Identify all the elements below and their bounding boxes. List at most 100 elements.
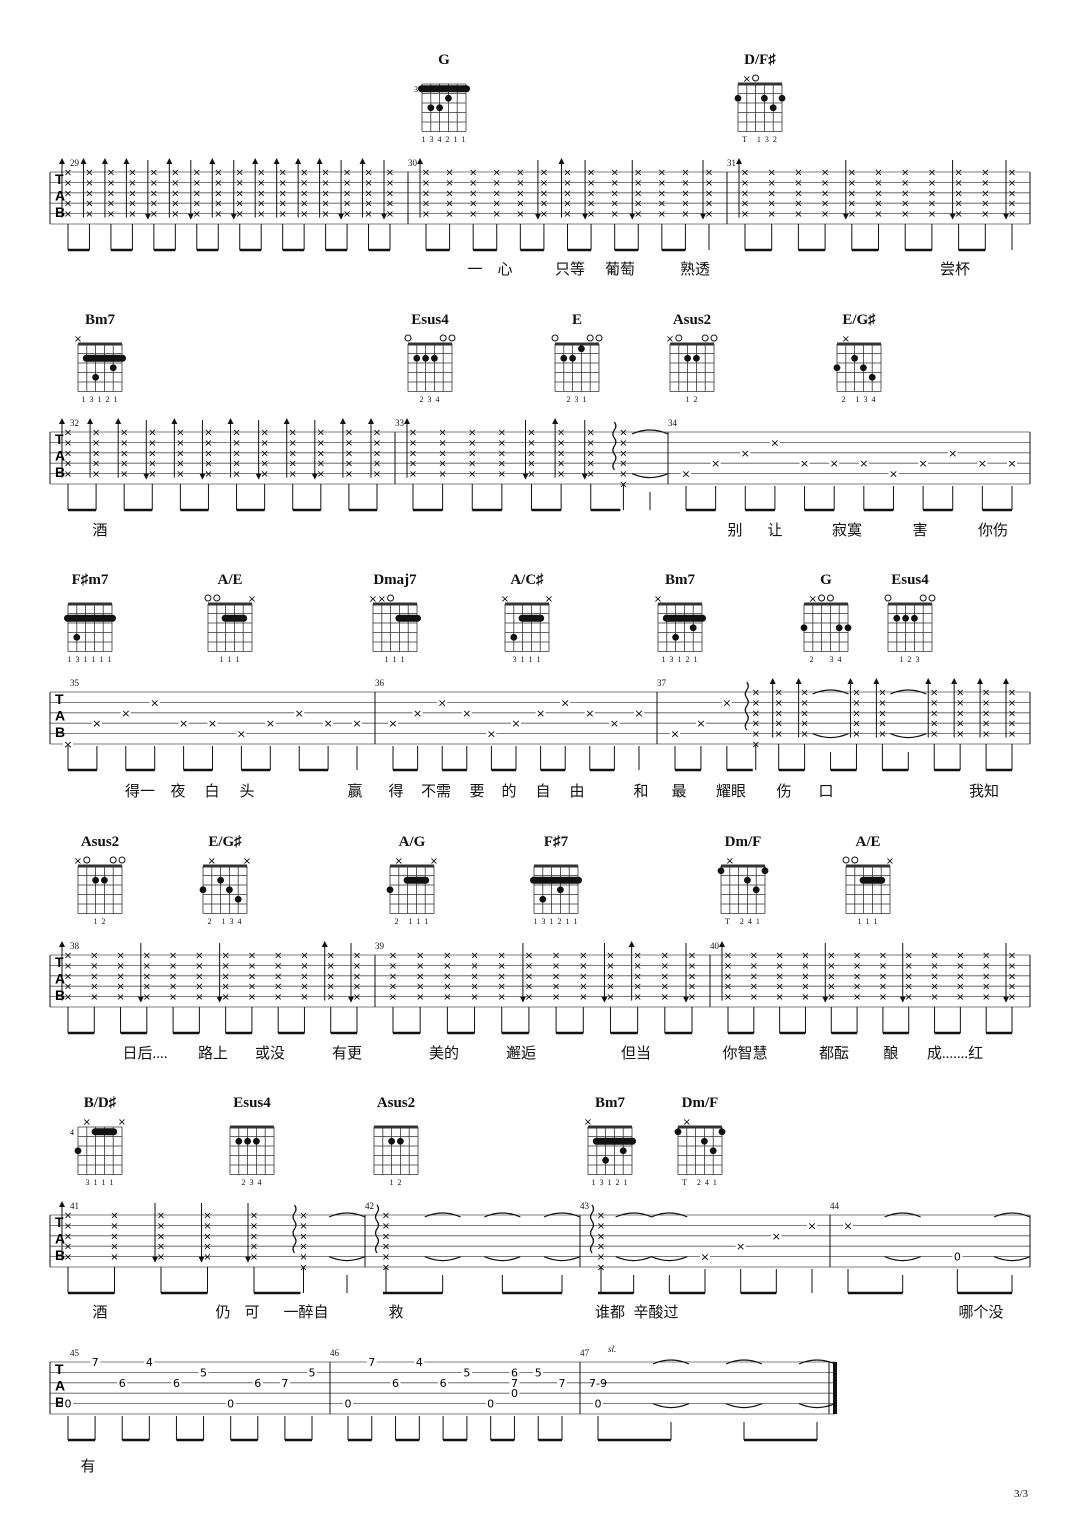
fret-number: ×: [388, 717, 397, 730]
muted-note-x: ×: [110, 1221, 118, 1232]
note-event: ×××××: [187, 160, 201, 250]
muted-note-x: ×: [956, 961, 964, 972]
muted-note-x: ×: [248, 971, 256, 982]
tie-arc: [993, 1256, 1031, 1262]
note-event: 0: [225, 1398, 236, 1440]
muted-note-x: ×: [557, 459, 565, 470]
muted-note-x: ×: [120, 459, 128, 470]
lyric: 由: [569, 784, 585, 800]
note-event: ×××××: [842, 160, 856, 250]
muted-note-x: ×: [128, 178, 136, 189]
note-event: ×××××: [311, 420, 325, 510]
muted-note-x: ×: [552, 982, 560, 993]
fret-number: 6: [254, 1377, 261, 1390]
note-event: ×××××: [274, 951, 282, 1033]
fret-number: ×: [92, 717, 101, 730]
muted-note-x: ×: [981, 178, 989, 189]
muted-note-x: ×: [90, 992, 98, 1003]
chord-fingering: T 2 4 1: [682, 1177, 718, 1187]
muted-note-x: ×: [373, 469, 381, 480]
tab-clef-letter: B: [55, 724, 65, 740]
lyric: 耀眼: [715, 784, 747, 800]
muted-note-x: ×: [527, 448, 535, 459]
finger-dot: [744, 876, 751, 884]
finger-dot: [388, 1137, 395, 1145]
note-event: ×××××: [951, 678, 964, 770]
muted-note-x: ×: [409, 448, 417, 459]
muted-note-x: ×: [195, 961, 203, 972]
fret-number: ×: [700, 1251, 709, 1264]
fret-bg: [740, 447, 751, 458]
muted-string-icon: ×: [118, 1117, 126, 1128]
note-event: ×××××: [628, 941, 642, 1033]
finger-dot: [800, 624, 808, 632]
note-event: ×××××: [930, 951, 939, 1033]
muted-note-x: ×: [878, 688, 886, 699]
fret-number: ×: [948, 447, 957, 460]
fret-bg: [843, 1220, 853, 1231]
muted-note-x: ×: [120, 438, 128, 449]
fret-number: ×: [63, 738, 72, 751]
muted-note-x: ×: [389, 992, 397, 1003]
finger-dot: [445, 94, 452, 102]
muted-note-x: ×: [171, 188, 179, 199]
muted-note-x: ×: [527, 459, 535, 470]
note-event: ×××××: [198, 1203, 212, 1293]
muted-note-x: ×: [236, 188, 244, 199]
arrow-up-icon: [171, 418, 178, 424]
muted-note-x: ×: [587, 188, 595, 199]
muted-note-x: ×: [928, 188, 936, 199]
muted-note-x: ×: [90, 982, 98, 993]
muted-note-x: ×: [250, 1242, 258, 1253]
finger-dot: [73, 633, 81, 641]
finger-dot: [709, 1147, 717, 1155]
tab-system: TAB×××××××××××××××××××××××××××××××××××××…: [49, 856, 1031, 1035]
note-event: ×: [771, 1230, 782, 1293]
note-event: ×××××: [90, 951, 98, 1033]
muted-note-x: ×: [364, 199, 372, 210]
fret-bg: [252, 1377, 263, 1388]
muted-note-x: ×: [107, 188, 115, 199]
muted-note-x: ×: [169, 971, 177, 982]
tie-arc: [652, 1403, 690, 1409]
muted-note-x: ×: [299, 1252, 307, 1263]
note-event: [543, 1212, 581, 1293]
lyric: 我知: [968, 784, 1000, 800]
muted-note-x: ×: [540, 188, 548, 199]
muted-note-x: ×: [681, 188, 689, 199]
fret-bg: [461, 1367, 472, 1378]
muted-note-x: ×: [800, 729, 808, 740]
muted-note-x: ×: [1008, 209, 1016, 220]
note-event: [328, 1212, 366, 1293]
chord-diagram: [404, 334, 456, 392]
muted-note-x: ×: [498, 428, 506, 439]
muted-note-x: ×: [610, 209, 618, 220]
muted-note-x: ×: [64, 951, 72, 962]
muted-note-x: ×: [705, 178, 713, 189]
muted-note-x: ×: [416, 951, 424, 962]
note-event: ×××××: [579, 951, 587, 1033]
muted-note-x: ×: [768, 199, 776, 210]
muted-note-x: ×: [193, 199, 201, 210]
muted-string-icon: ×: [83, 1117, 91, 1128]
muted-string-icon: ×: [369, 594, 377, 605]
measure-number: 46: [330, 1348, 339, 1358]
chord-fingering: 1 2: [93, 916, 107, 926]
fret-bg: [799, 458, 810, 469]
muted-note-x: ×: [274, 992, 282, 1003]
fret-number: 5: [535, 1366, 542, 1379]
lyric: 酒: [92, 1305, 108, 1321]
muted-note-x: ×: [901, 168, 909, 179]
fret-bg: [117, 1377, 128, 1388]
muted-note-x: ×: [597, 1231, 605, 1242]
muted-note-x: ×: [801, 971, 809, 982]
note-event: ×××××: [801, 951, 810, 1033]
note-event: ×: [609, 717, 620, 770]
finger-dot: [911, 614, 918, 622]
muted-note-x: ×: [801, 951, 809, 962]
arrow-down-icon: [601, 996, 608, 1003]
note-event: ×××××: [519, 943, 533, 1033]
muted-note-x: ×: [821, 168, 829, 179]
muted-note-x: ×: [794, 168, 802, 179]
